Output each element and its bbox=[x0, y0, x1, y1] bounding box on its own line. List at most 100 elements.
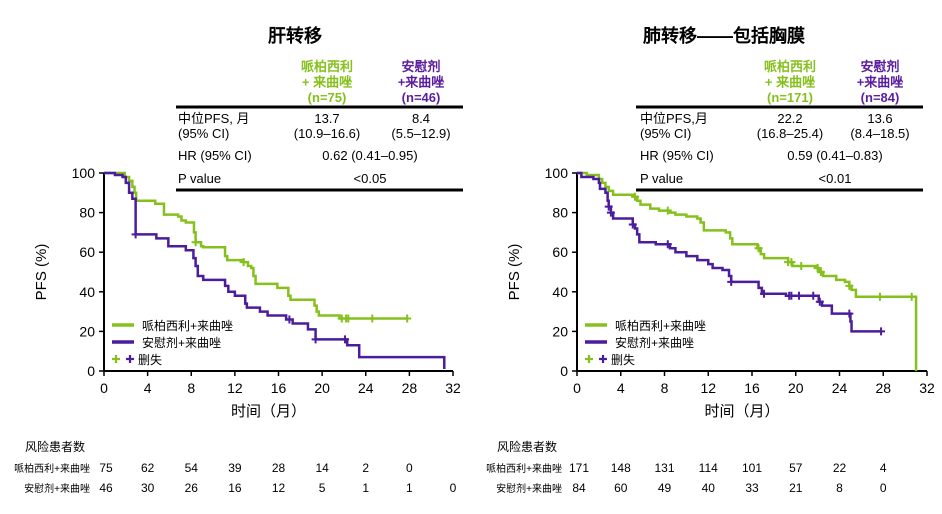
table-cell-value: (5.5–12.9) bbox=[391, 126, 450, 141]
table-column-header: (n=84) bbox=[861, 90, 900, 105]
km-curve-placebo bbox=[577, 171, 882, 333]
risk-count: 49 bbox=[658, 481, 672, 495]
risk-count: 62 bbox=[141, 461, 155, 475]
risk-count: 12 bbox=[272, 481, 286, 495]
risk-table-title: 风险患者数 bbox=[25, 439, 85, 454]
censor-mark bbox=[815, 297, 824, 306]
x-tick-label: 4 bbox=[144, 380, 152, 396]
risk-count: 30 bbox=[141, 481, 155, 495]
x-tick-label: 32 bbox=[919, 380, 935, 396]
y-tick-label: 40 bbox=[79, 284, 95, 300]
y-tick-label: 0 bbox=[87, 363, 95, 379]
table-column-header: 安慰剂 bbox=[860, 59, 899, 74]
risk-row-label: 安慰剂+来曲唑 bbox=[24, 482, 90, 495]
risk-count: 39 bbox=[228, 461, 242, 475]
table-cell-value: 13.7 bbox=[314, 111, 339, 126]
table-column-header: +来曲唑 bbox=[857, 75, 904, 90]
x-tick-label: 12 bbox=[227, 380, 243, 396]
legend-censor-icon bbox=[112, 355, 120, 363]
table-shared-value: 0.62 (0.41–0.95) bbox=[322, 148, 417, 163]
table-column-header: (n=75) bbox=[308, 90, 347, 105]
table-column-header: + 来曲唑 bbox=[302, 75, 352, 90]
risk-table-title: 风险患者数 bbox=[497, 439, 557, 454]
table-row-label: 中位PFS, 月 bbox=[178, 111, 250, 126]
risk-count: 33 bbox=[745, 481, 759, 495]
censor-mark bbox=[344, 314, 353, 323]
risk-count: 8 bbox=[836, 481, 843, 495]
risk-count: 2 bbox=[362, 461, 369, 475]
risk-count: 26 bbox=[185, 481, 199, 495]
censor-mark bbox=[239, 258, 248, 267]
censor-mark bbox=[760, 289, 769, 298]
table-cell-value: 13.6 bbox=[867, 111, 892, 126]
risk-count: 5 bbox=[319, 481, 326, 495]
y-axis-label: PFS (%) bbox=[506, 244, 523, 301]
risk-count: 4 bbox=[880, 461, 887, 475]
risk-count: 114 bbox=[699, 461, 718, 475]
risk-count: 22 bbox=[833, 461, 847, 475]
y-tick-label: 20 bbox=[552, 323, 568, 339]
risk-count: 0 bbox=[406, 461, 413, 475]
censor-mark bbox=[663, 206, 672, 215]
x-tick-label: 20 bbox=[314, 380, 330, 396]
legend-censor-label: 删失 bbox=[138, 352, 162, 367]
censor-mark bbox=[341, 335, 350, 344]
censor-mark bbox=[809, 291, 818, 300]
x-tick-label: 28 bbox=[875, 380, 891, 396]
legend-censor-label: 删失 bbox=[611, 352, 635, 367]
table-column-header: +来曲唑 bbox=[398, 75, 445, 90]
table-row-label: (95% CI) bbox=[178, 126, 229, 141]
x-tick-label: 4 bbox=[617, 380, 625, 396]
censor-mark bbox=[630, 192, 639, 201]
legend-censor-icon bbox=[585, 355, 593, 363]
x-axis-label: 时间（月） bbox=[231, 403, 306, 420]
x-tick-label: 24 bbox=[358, 380, 374, 396]
censor-mark bbox=[191, 238, 200, 247]
table-column-header: (n=171) bbox=[767, 90, 813, 105]
y-tick-label: 80 bbox=[79, 205, 95, 221]
table-row-label: HR (95% CI) bbox=[178, 148, 252, 163]
legend-label: 哌柏西利+来曲唑 bbox=[615, 318, 706, 333]
censor-mark bbox=[845, 281, 854, 290]
legend-label: 安慰剂+来曲唑 bbox=[615, 335, 694, 350]
risk-row-label: 哌柏西利+来曲唑 bbox=[14, 462, 90, 475]
risk-count: 60 bbox=[614, 481, 628, 495]
risk-count: 16 bbox=[228, 481, 242, 495]
x-tick-label: 28 bbox=[402, 380, 418, 396]
censor-mark bbox=[628, 220, 637, 229]
y-tick-label: 60 bbox=[552, 244, 568, 260]
risk-count: 148 bbox=[611, 461, 631, 475]
risk-count: 14 bbox=[315, 461, 329, 475]
risk-row-label: 安慰剂+来曲唑 bbox=[496, 482, 562, 495]
table-cell-value: 8.4 bbox=[412, 111, 430, 126]
km-curve-palbociclib bbox=[104, 171, 408, 320]
risk-count: 75 bbox=[99, 461, 113, 475]
legend-censor-icon bbox=[126, 355, 134, 363]
censor-mark bbox=[875, 292, 884, 301]
censor-mark bbox=[787, 258, 796, 267]
risk-count: 131 bbox=[654, 461, 674, 475]
censor-mark bbox=[877, 327, 886, 336]
y-tick-label: 60 bbox=[79, 244, 95, 260]
censor-mark bbox=[368, 314, 377, 323]
censor-mark bbox=[754, 244, 763, 253]
chart-title: 肺转移——包括胸膜 bbox=[643, 25, 805, 46]
censor-mark bbox=[604, 202, 613, 211]
y-axis-label: PFS (%) bbox=[33, 244, 50, 301]
risk-count: 171 bbox=[569, 461, 589, 475]
x-tick-label: 32 bbox=[445, 380, 461, 396]
censor-mark bbox=[663, 240, 672, 249]
legend-censor-icon bbox=[599, 355, 607, 363]
risk-count: 1 bbox=[362, 481, 369, 495]
risk-count: 57 bbox=[789, 461, 803, 475]
x-tick-label: 20 bbox=[788, 380, 804, 396]
risk-count: 28 bbox=[272, 461, 286, 475]
y-tick-label: 100 bbox=[545, 165, 569, 181]
legend-label: 安慰剂+来曲唑 bbox=[142, 335, 221, 350]
risk-count: 46 bbox=[99, 481, 113, 495]
risk-count: 21 bbox=[789, 481, 803, 495]
